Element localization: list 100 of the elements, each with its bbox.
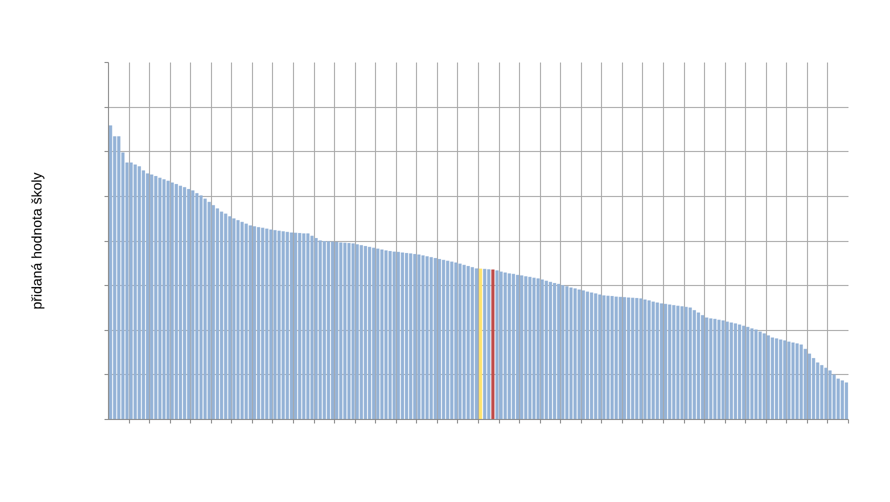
- bar: [688, 307, 692, 420]
- bar: [314, 238, 318, 420]
- bar: [548, 282, 552, 420]
- bar: [318, 240, 322, 420]
- bar: [483, 268, 486, 420]
- bar: [774, 338, 778, 420]
- bar: [692, 310, 696, 420]
- bar: [220, 212, 224, 420]
- bar: [426, 256, 429, 420]
- bar: [783, 340, 786, 420]
- bar: [574, 288, 577, 420]
- bar: [532, 278, 536, 420]
- y-axis-title: přidaná hodnota školy: [28, 172, 44, 310]
- bar: [500, 272, 503, 420]
- bar: [635, 298, 638, 420]
- bar: [787, 342, 790, 420]
- bar: [528, 276, 532, 420]
- bar: [700, 315, 704, 420]
- bar: [660, 303, 664, 420]
- bar: [446, 260, 450, 420]
- bar: [117, 136, 120, 420]
- bar: [791, 342, 795, 420]
- bar: [228, 216, 232, 420]
- bar: [734, 323, 738, 420]
- bar: [512, 274, 516, 420]
- bar: [606, 296, 610, 420]
- bar: [442, 260, 446, 420]
- bar: [195, 193, 198, 420]
- bar: [832, 374, 836, 420]
- bar: [142, 170, 146, 420]
- bar: [614, 296, 618, 420]
- bar: [495, 270, 499, 420]
- bar: [676, 306, 680, 420]
- bar: [758, 332, 762, 420]
- bar: [828, 370, 832, 420]
- bar: [430, 257, 433, 420]
- bar: [322, 241, 326, 420]
- bar: [170, 182, 174, 420]
- bar: [347, 243, 351, 420]
- bar: [622, 297, 626, 420]
- bar: [462, 264, 466, 420]
- bar: [565, 286, 568, 420]
- bar: [709, 318, 712, 420]
- bar: [450, 262, 454, 420]
- bar: [372, 248, 376, 420]
- bar: [216, 208, 220, 420]
- bar: [569, 287, 573, 420]
- bar: [290, 232, 294, 420]
- bar: [742, 326, 746, 420]
- bar: [265, 228, 268, 420]
- bar: [413, 254, 416, 420]
- bar: [130, 162, 133, 420]
- bar: [536, 278, 540, 420]
- bar: [356, 244, 359, 420]
- bar: [454, 262, 458, 420]
- bar: [750, 328, 754, 420]
- bar: [540, 280, 544, 420]
- bar: [244, 224, 248, 420]
- bar: [470, 267, 474, 420]
- bar: [844, 382, 848, 420]
- bar: [561, 285, 564, 420]
- bar: [504, 272, 507, 420]
- bar: [376, 248, 380, 420]
- bar: [840, 380, 844, 420]
- bar: [326, 241, 330, 420]
- bar: [639, 298, 642, 420]
- bar: [224, 214, 228, 420]
- bar: [696, 312, 700, 420]
- bar: [388, 251, 392, 420]
- bar: [108, 125, 112, 420]
- bar: [730, 322, 733, 420]
- bar: [796, 343, 799, 420]
- bar: [478, 268, 482, 420]
- bar: [508, 273, 511, 420]
- bar: [400, 252, 404, 420]
- bar: [656, 302, 659, 420]
- bar: [586, 292, 590, 420]
- bar: [726, 322, 729, 420]
- bar: [672, 305, 676, 420]
- bar: [491, 270, 494, 420]
- bar: [261, 228, 264, 420]
- bar: [800, 344, 803, 420]
- bar: [252, 226, 256, 420]
- bar: [392, 252, 396, 420]
- bar: [199, 195, 203, 420]
- bar: [552, 283, 556, 420]
- bar: [668, 304, 672, 420]
- bar: [770, 337, 774, 420]
- bar: [404, 253, 408, 420]
- bar: [339, 242, 342, 420]
- bar: [602, 295, 606, 420]
- bar: [352, 243, 355, 420]
- bar: [762, 333, 766, 420]
- bar: [212, 205, 215, 420]
- bar: [134, 164, 137, 420]
- bar: [610, 296, 614, 420]
- bar: [684, 306, 688, 420]
- bar: [705, 317, 708, 420]
- bar: [343, 242, 346, 420]
- bar: [520, 275, 524, 420]
